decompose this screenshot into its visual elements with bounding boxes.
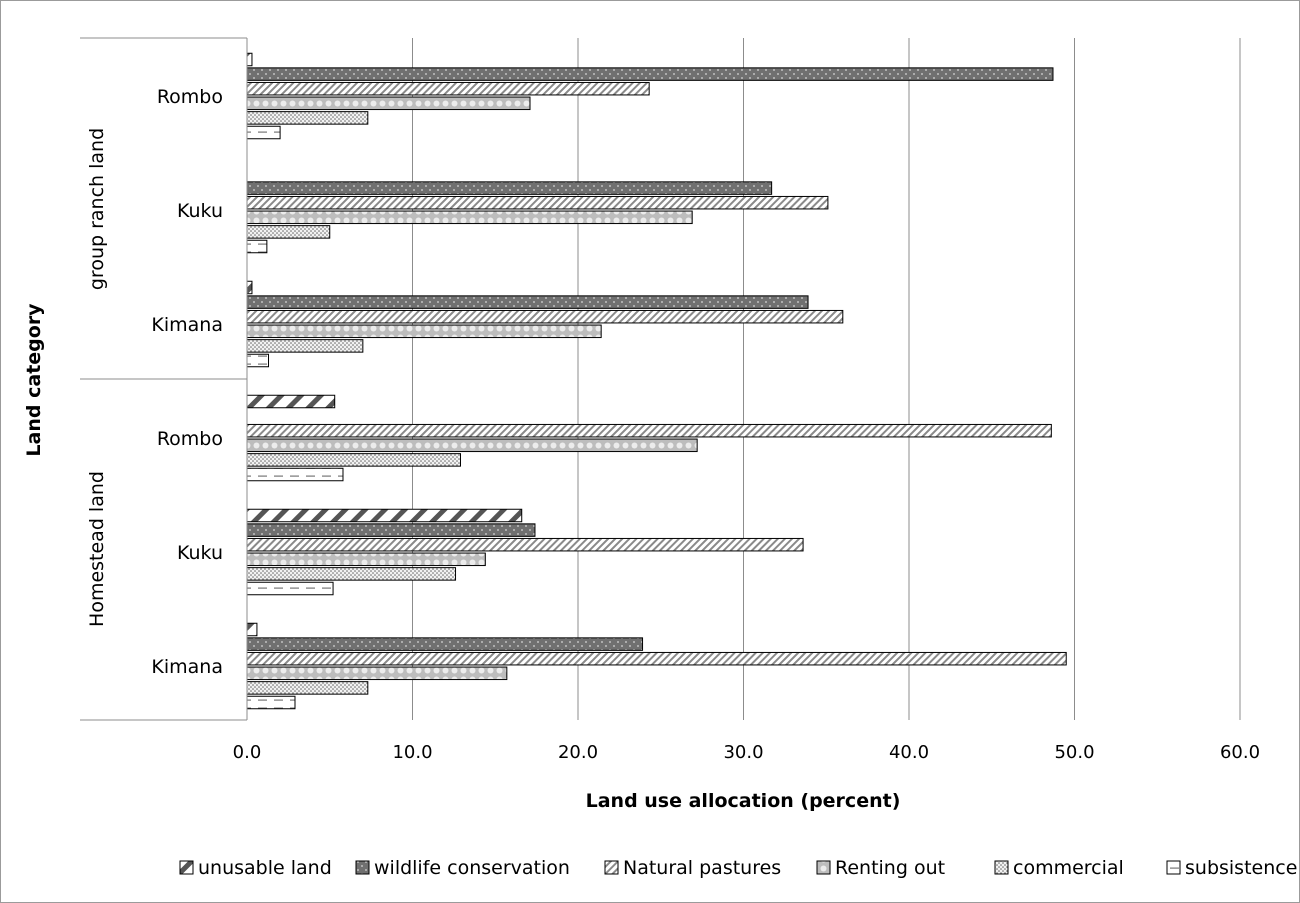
bar	[246, 210, 693, 225]
x-tick-label: 0.0	[233, 742, 262, 763]
bars	[246, 52, 1067, 710]
bar	[246, 295, 809, 309]
legend-swatch	[994, 860, 1009, 875]
bar	[246, 581, 334, 596]
bar	[246, 239, 268, 254]
legend: unusable land wildlife conservation Natura…	[179, 857, 1297, 879]
x-tick-label: 20.0	[558, 742, 598, 763]
bar	[246, 181, 773, 195]
bar	[246, 309, 844, 324]
bar	[246, 394, 336, 409]
x-tick-label: 60.0	[1220, 742, 1260, 763]
category-label: Kuku	[177, 200, 223, 222]
legend-swatch	[604, 860, 619, 875]
legend-label: wildlife conservation	[374, 857, 570, 879]
category-label: Rombo	[157, 86, 223, 108]
bar	[246, 567, 457, 581]
bar	[246, 81, 650, 96]
bar	[246, 353, 270, 368]
bar	[246, 438, 698, 453]
x-tick-label: 50.0	[1054, 742, 1094, 763]
bar	[246, 537, 804, 552]
bar	[246, 52, 253, 67]
bar	[246, 552, 486, 567]
y-axis-title: Land category	[23, 303, 45, 457]
bar	[246, 225, 331, 239]
bar	[246, 280, 253, 295]
legend-swatch	[816, 860, 831, 875]
bar	[246, 651, 1067, 666]
gridlines	[412, 38, 1241, 720]
bar	[246, 695, 296, 710]
group-label: Homestead land	[86, 471, 108, 627]
bar	[246, 96, 531, 111]
legend-label: commercial	[1013, 857, 1124, 879]
x-tick-label: 30.0	[723, 742, 763, 763]
bar	[246, 523, 536, 537]
bar	[246, 637, 644, 651]
group-label: group ranch land	[86, 128, 108, 290]
x-tick-label: 10.0	[392, 742, 432, 763]
bar	[246, 423, 1052, 438]
bar	[246, 111, 369, 125]
legend-swatch	[1166, 860, 1181, 875]
bar	[246, 622, 258, 637]
legend-label: subsistence	[1185, 857, 1297, 879]
axes: 0.0 10.0 20.0 30.0 40.0 50.0 60.0 group ranch l…	[80, 37, 1260, 763]
legend-swatch	[179, 860, 194, 875]
bar	[246, 195, 829, 210]
bar	[246, 324, 602, 339]
legend-label: unusable land	[198, 857, 332, 879]
category-label: Kuku	[177, 542, 223, 564]
category-label: Kimana	[151, 656, 223, 678]
bar	[246, 666, 508, 681]
bar	[246, 508, 523, 523]
category-label: Kimana	[151, 314, 223, 336]
x-axis-title: Land use allocation (percent)	[586, 790, 901, 812]
category-label: Rombo	[157, 428, 223, 450]
bar	[246, 467, 344, 482]
legend-label: Renting out	[835, 857, 945, 879]
legend-swatch	[355, 860, 370, 875]
bar	[246, 67, 1054, 81]
bar	[246, 681, 369, 695]
bar	[246, 339, 364, 353]
bar	[246, 125, 281, 140]
bar	[246, 453, 461, 467]
x-tick-label: 40.0	[889, 742, 929, 763]
legend-label: Natural pastures	[623, 857, 781, 879]
